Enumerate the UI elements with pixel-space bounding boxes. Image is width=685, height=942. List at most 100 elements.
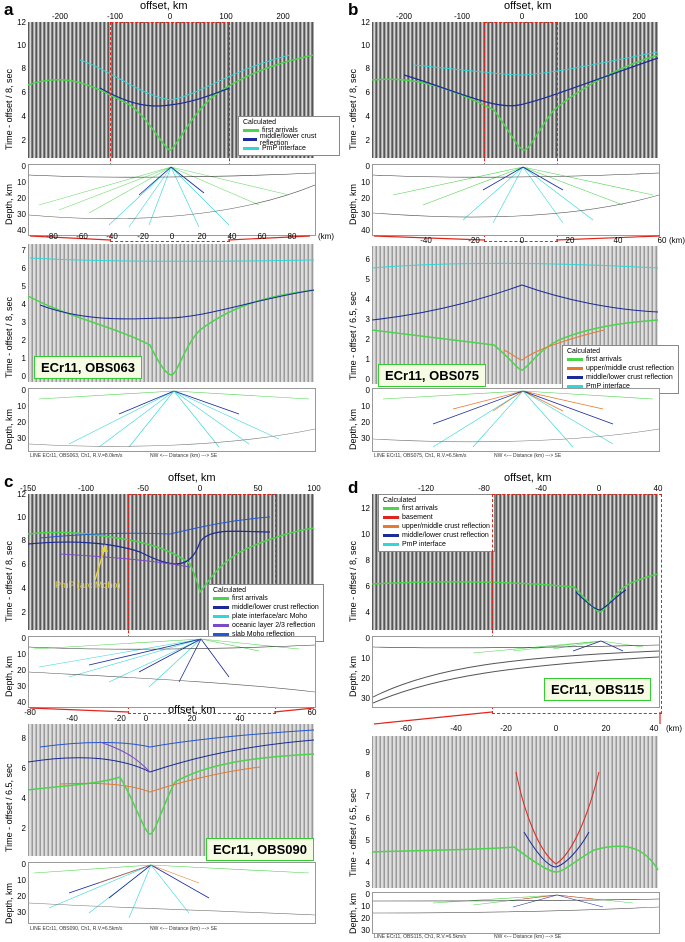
zoom-y-tick: 9 <box>365 748 370 757</box>
zoom-tick: 40 <box>613 236 623 245</box>
legend-item: basement <box>383 513 490 522</box>
top-tick: -80 <box>478 484 490 493</box>
zoom-depth-tick: 30 <box>17 434 26 443</box>
zoom-depth-tick: 30 <box>361 926 370 935</box>
panel-b: b offset, km -200 -100 0 100 200 Time - … <box>344 0 685 470</box>
zoom-tick: 20 <box>565 236 575 245</box>
y-tick: 6 <box>21 560 26 569</box>
ray-diagram <box>28 636 316 708</box>
zoom-tick: 0 <box>169 232 175 241</box>
seismic-record-zoom <box>372 736 658 888</box>
y-tick: 10 <box>361 530 370 539</box>
zoom-y-tick: 2 <box>365 335 370 344</box>
depth-tick: 20 <box>17 666 26 675</box>
offset-title: offset, km <box>504 0 552 12</box>
y-tick: 12 <box>361 18 370 27</box>
y-tick: 4 <box>21 584 26 593</box>
depth-tick: 10 <box>361 178 370 187</box>
zoom-depth-tick: 0 <box>365 890 370 899</box>
legend: Calculated first arrivals middle/lower c… <box>238 116 340 156</box>
y-tick: 8 <box>365 556 370 565</box>
zoom-y-tick: 4 <box>21 794 26 803</box>
depth-tick: 30 <box>17 210 26 219</box>
top-tick: -40 <box>535 484 547 493</box>
legend-header: Calculated <box>213 587 247 594</box>
zoom-y-tick: 4 <box>21 300 26 309</box>
zoom-y-tick: 1 <box>21 354 26 363</box>
ray-diagram-zoom <box>372 388 660 452</box>
legend-item: upper/middle crust reflection <box>383 522 490 531</box>
zoom-tick: -60 <box>400 724 412 733</box>
legend-item: plate interface/arc Moho <box>213 612 319 621</box>
zoom-tick: 40 <box>235 714 245 723</box>
figure-caption: LINE ECr11, OBS090, Ch1, R.V.=6.5km/s <box>30 926 123 932</box>
y-tick: 12 <box>361 504 370 513</box>
y-tick: 4 <box>365 112 370 121</box>
zoom-tick: -80 <box>24 708 36 717</box>
zoom-depth-tick: 10 <box>17 876 26 885</box>
top-tick: 0 <box>197 484 203 493</box>
zoom-depth-tick: 0 <box>21 386 26 395</box>
top-tick: -200 <box>51 12 69 21</box>
depth-tick: 20 <box>361 194 370 203</box>
y-tick: 2 <box>21 136 26 145</box>
top-tick: 50 <box>253 484 263 493</box>
legend-item: PmP interface <box>243 144 335 153</box>
figure-caption: LINE ECr11, OBS115, Ch1, R.V.=6.5km/s <box>374 934 467 940</box>
legend-item: middle/lower crust reflection <box>383 531 490 540</box>
zoom-depth-tick: 10 <box>361 402 370 411</box>
panel-letter: b <box>348 0 359 19</box>
zoom-tick: 0 <box>143 714 149 723</box>
zoom-y-tick: 7 <box>365 792 370 801</box>
zoom-tick: 60 <box>657 236 667 245</box>
zoom-y-tick: 6 <box>21 264 26 273</box>
zoom-tick: -40 <box>450 724 462 733</box>
zoom-tick: -40 <box>66 714 78 723</box>
y-tick: 8 <box>21 536 26 545</box>
zoom-unit: (km) <box>318 232 334 241</box>
depth-tick: 0 <box>21 162 26 171</box>
depth-tick: 30 <box>361 694 370 703</box>
zoom-tick: 0 <box>553 724 559 733</box>
zoom-connectors <box>29 235 311 241</box>
top-tick: 40 <box>653 484 663 493</box>
legend-header: Calculated <box>243 119 277 126</box>
zoom-y-tick: 0 <box>21 372 26 381</box>
panel-a: a offset, km -200 -100 0 100 200 Time - … <box>0 0 340 470</box>
zoom-y-tick: 8 <box>21 734 26 743</box>
top-tick: 200 <box>632 12 646 21</box>
panel-letter: a <box>4 0 14 19</box>
station-label: ECr11, OBS075 <box>378 364 486 387</box>
zoom-box <box>484 22 558 242</box>
zoom-arrival-curves <box>27 729 315 835</box>
y-tick: 4 <box>21 112 26 121</box>
zoom-connectors <box>373 711 661 725</box>
top-tick: -150 <box>19 484 37 493</box>
legend-item: first arrivals <box>383 504 490 513</box>
zoom-depth-tick: 20 <box>361 914 370 923</box>
y-tick: 4 <box>365 608 370 617</box>
zoom-depth-tick: 30 <box>361 434 370 443</box>
legend: Calculated first arrivals basement upper… <box>378 494 495 552</box>
zoom-y-tick: 5 <box>365 836 370 845</box>
ray-diagram-zoom <box>372 892 660 934</box>
y-tick: 10 <box>17 41 26 50</box>
zoom-y-tick: 2 <box>21 824 26 833</box>
zoom-tick: 20 <box>197 232 207 241</box>
zoom-depth-tick: 0 <box>365 386 370 395</box>
ray-diagram <box>28 164 316 236</box>
pmp-annotation: PmP (arc Moho) <box>55 580 121 590</box>
top-tick: -50 <box>137 484 149 493</box>
station-label: ECr11, OBS115 <box>544 678 652 701</box>
zoom-box <box>492 494 662 714</box>
panel-letter: c <box>4 472 14 491</box>
zoom-connectors <box>29 707 315 713</box>
zoom-tick: -40 <box>420 236 432 245</box>
zoom-tick: 20 <box>187 714 197 723</box>
depth-tick: 10 <box>17 650 26 659</box>
ray-diagram-zoom <box>28 388 316 452</box>
top-tick: -100 <box>106 12 124 21</box>
top-tick: -100 <box>453 12 471 21</box>
zoom-tick: 60 <box>307 708 317 717</box>
zoom-arrival-curves <box>371 771 659 873</box>
